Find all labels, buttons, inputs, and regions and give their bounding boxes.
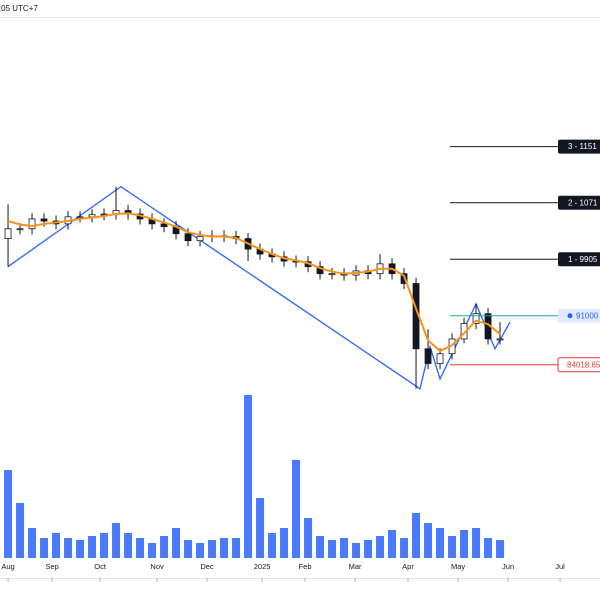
candle-body	[328, 273, 336, 276]
level-label: 91000	[576, 311, 599, 320]
volume-bar	[280, 528, 289, 558]
candle-body	[184, 233, 192, 242]
volume-bar	[472, 528, 481, 558]
volume-bar	[424, 523, 433, 558]
volume-bar	[400, 538, 409, 558]
x-tick-label: Apr	[402, 562, 414, 571]
volume-bar	[160, 536, 169, 558]
volume-bar	[16, 503, 25, 558]
x-tick-label: Aug	[1, 562, 14, 571]
volume-bar	[220, 538, 229, 558]
level-label: 1 - 9905	[568, 255, 598, 264]
volume-bar	[184, 540, 193, 558]
candle-body	[40, 218, 48, 222]
volume-bar	[256, 498, 265, 558]
volume-bar	[364, 540, 373, 558]
volume-bar	[100, 533, 109, 558]
volume-bar	[148, 543, 157, 558]
level-label-box	[558, 308, 600, 323]
volume-bar	[304, 518, 313, 558]
volume-bar	[172, 528, 181, 558]
volume-bar	[124, 533, 133, 558]
volume-bar	[316, 536, 325, 558]
volume-bar	[376, 536, 385, 558]
candle-body	[436, 353, 444, 364]
x-tick-label: Nov	[150, 562, 164, 571]
volume-bar	[292, 460, 301, 558]
volume-bar	[496, 540, 505, 558]
candle-body	[424, 348, 432, 364]
volume-bar	[448, 536, 457, 558]
volume-bar	[352, 543, 361, 558]
volume-bar	[232, 538, 241, 558]
candle-body	[196, 236, 204, 242]
volume-bar	[4, 470, 13, 558]
volume-bar	[328, 540, 337, 558]
level-label: 84018.65	[567, 360, 600, 369]
x-tick-label: Jul	[555, 562, 565, 571]
volume-bar	[436, 528, 445, 558]
moving-average	[7, 212, 501, 353]
x-tick-label: Jun	[502, 562, 514, 571]
volume-bar	[268, 533, 277, 558]
level-label: 2 - 1071	[568, 198, 598, 207]
level-label-box	[558, 139, 600, 154]
zigzag-line	[7, 185, 511, 390]
volume-bar	[136, 538, 145, 558]
volume-bar	[88, 536, 97, 558]
candle-body	[316, 266, 324, 275]
volume-bar	[388, 530, 397, 558]
candle-body	[16, 228, 24, 231]
x-tick-label: Mar	[349, 562, 362, 571]
candle-body	[472, 313, 480, 324]
level-label-box	[557, 357, 600, 373]
candle-body	[100, 213, 108, 216]
volume-bar	[28, 528, 37, 558]
volume-bar	[112, 523, 121, 558]
level-label-box	[558, 195, 600, 210]
x-tick-label: Dec	[200, 562, 214, 571]
x-tick-label: Oct	[94, 562, 107, 571]
volume-bar	[52, 533, 61, 558]
level-icon	[567, 313, 573, 319]
volume-bar	[460, 530, 469, 558]
candle-body	[76, 216, 84, 219]
level-label-box	[558, 252, 600, 267]
candle-body	[4, 228, 12, 239]
x-tick-label: Feb	[299, 562, 312, 571]
volume-bar	[64, 538, 73, 558]
candle-body	[160, 223, 168, 228]
x-tick-label: Sep	[45, 562, 58, 571]
volume-bar	[40, 538, 49, 558]
candle-body	[496, 338, 504, 341]
volume-bar	[340, 538, 349, 558]
volume-bar	[484, 538, 493, 558]
volume-bar	[208, 540, 217, 558]
volume-bar	[244, 395, 253, 558]
volume-bar	[196, 543, 205, 558]
volume-bar	[76, 540, 85, 558]
x-tick-label: May	[451, 562, 465, 571]
volume-bar	[412, 513, 421, 558]
x-tick-label: 2025	[254, 562, 271, 571]
level-label: 3 - 1151	[568, 142, 597, 151]
candle-body	[28, 218, 36, 230]
header-text: 2025 16:05 UTC+7	[0, 4, 38, 13]
